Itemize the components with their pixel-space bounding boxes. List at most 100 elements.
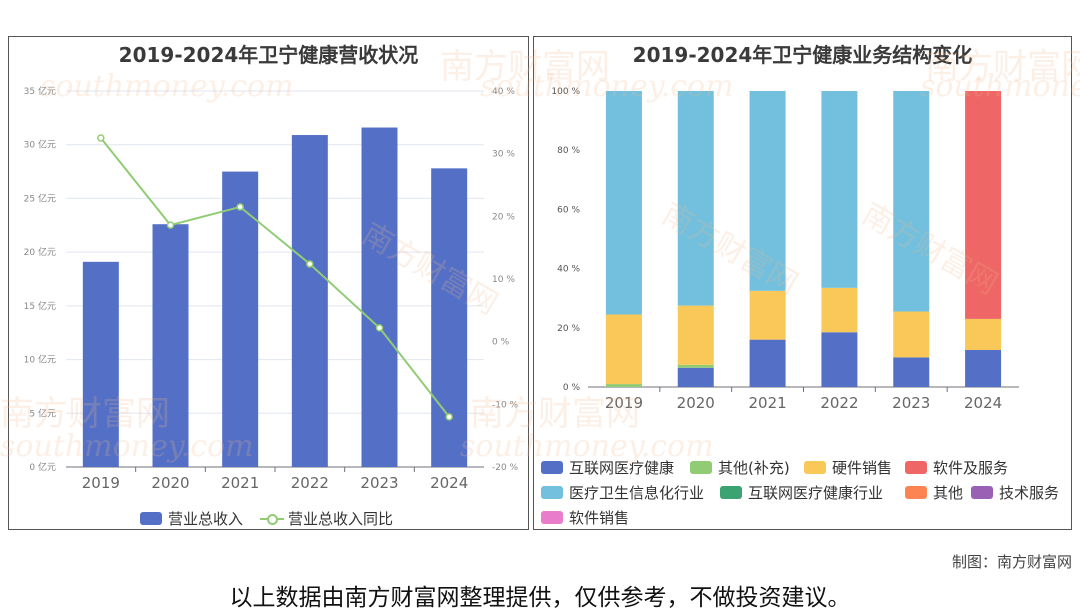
revenue-bar: [82, 261, 119, 467]
revenue-bar: [291, 135, 328, 467]
revenue-legend: 营业总收入 营业总收入同比: [9, 508, 530, 528]
y-axis-tick-label: 20 %: [557, 324, 580, 334]
right-axis-tick-label: -20 %: [492, 463, 519, 473]
legend-swatch-hardware-sales: [804, 461, 826, 474]
revenue-chart-panel: 2019-2024年卫宁健康营收状况 0 亿元 5 亿元 10 亿元 15 亿元 20 …: [8, 36, 529, 530]
stacked-bar-segment: [893, 357, 930, 387]
stacked-bar-segment: [749, 339, 786, 387]
legend-label-hardware-sales: 硬件销售: [832, 459, 893, 477]
right-axis-tick-label: 40 %: [492, 87, 515, 97]
legend-swatch-tech-services: [971, 486, 993, 499]
legend-swatch-internet-health: [541, 461, 563, 474]
structure-chart-panel: 2019-2024年卫宁健康业务结构变化 0 % 20 % 40 % 60 % 80 %…: [533, 36, 1072, 530]
left-axis-tick-label: 15 亿元: [24, 300, 56, 312]
x-axis-tick-label: 2021: [221, 474, 259, 492]
x-axis-tick-label: 2019: [82, 474, 120, 492]
legend-swatch-other-supplement: [690, 461, 712, 474]
legend-item-other[interactable]: 其他: [905, 482, 963, 503]
legend-item-software-services[interactable]: 软件及服务: [905, 457, 1008, 478]
x-axis-tick-label: 2020: [151, 474, 189, 492]
revenue-chart-title: 2019-2024年卫宁健康营收状况: [118, 43, 419, 67]
disclaimer: 以上数据由南方财富网整理提供，仅供参考，不做投资建议。: [229, 585, 851, 611]
structure-legend: 互联网医疗健康 其他(补充) 硬件销售 软件及服务 医疗卫生信息化行业 互联网医…: [534, 457, 1073, 531]
revenue-bar: [431, 168, 468, 467]
x-axis-tick-label: 2022: [820, 394, 858, 412]
legend-label-software-services: 软件及服务: [933, 459, 1009, 477]
revenue-chart: 0 亿元 5 亿元 10 亿元 15 亿元 20 亿元 25 亿元 30 亿元 35 亿元 -2…: [24, 85, 519, 492]
x-axis-tick-label: 2024: [964, 394, 1002, 412]
yoy-point: [97, 134, 105, 142]
legend-label-revenue: 营业总收入: [168, 510, 244, 528]
left-axis-tick-label: 30 亿元: [24, 139, 56, 151]
revenue-bar: [361, 127, 398, 468]
stacked-bar-segment: [749, 290, 786, 340]
x-axis-tick-label: 2024: [430, 474, 468, 492]
legend-label-software-sales: 软件销售: [569, 509, 630, 527]
legend-swatch-other: [905, 486, 927, 499]
legend-label-other: 其他: [933, 484, 964, 502]
y-axis-tick-label: 80 %: [557, 146, 580, 156]
chart-credit: 制图：南方财富网: [951, 553, 1072, 571]
yoy-point: [445, 413, 453, 421]
left-axis-tick-label: 0 亿元: [29, 461, 56, 473]
revenue-bar: [222, 171, 259, 468]
stacked-bar-segment: [605, 91, 642, 315]
x-axis-tick-label: 2021: [748, 394, 786, 412]
x-axis-tick-label: 2020: [677, 394, 715, 412]
legend-item-medical-it[interactable]: 医疗卫生信息化行业: [541, 482, 704, 503]
right-axis-tick-label: 30 %: [492, 150, 515, 160]
legend-item-other-supplement[interactable]: 其他(补充): [690, 457, 790, 478]
stacked-bar-segment: [677, 91, 714, 306]
legend-item-tech-services[interactable]: 技术服务: [971, 482, 1059, 503]
y-axis-tick-label: 100 %: [551, 87, 580, 97]
legend-swatch-software-services: [905, 461, 927, 474]
yoy-point: [166, 221, 175, 229]
right-axis-tick-label: 20 %: [492, 212, 515, 222]
stacked-bar-segment: [965, 91, 1002, 319]
stacked-bar-segment: [821, 332, 858, 387]
yoy-point: [236, 203, 244, 211]
legend-item-internet-health[interactable]: 互联网医疗健康: [541, 457, 674, 478]
legend-label-medical-it: 医疗卫生信息化行业: [569, 484, 705, 502]
left-axis-tick-label: 20 亿元: [24, 246, 56, 258]
y-axis-tick-label: 40 %: [557, 265, 580, 275]
stacked-bar-segment: [893, 311, 930, 358]
x-axis-tick-label: 2023: [360, 474, 398, 492]
legend-swatch-revenue-yoy: [260, 512, 284, 526]
y-axis-tick-label: 0 %: [563, 383, 581, 393]
left-axis-tick-label: 10 亿元: [24, 354, 56, 366]
left-axis-tick-label: 5 亿元: [29, 407, 56, 419]
legend-label-internet-health-industry: 互联网医疗健康行业: [748, 484, 884, 502]
x-axis-tick-label: 2019: [605, 394, 643, 412]
yoy-point: [375, 324, 384, 332]
legend-label-other-supplement: 其他(补充): [718, 459, 790, 477]
yoy-line: [100, 137, 450, 418]
legend-item-revenue-yoy[interactable]: 营业总收入同比: [260, 508, 393, 529]
stacked-bar-segment: [677, 364, 714, 368]
stacked-bar-segment: [605, 384, 642, 387]
left-axis-tick-label: 35 亿元: [24, 85, 56, 97]
structure-chart: 0 % 20 % 40 % 60 % 80 % 100 % 2019 2020 2021 2022…: [551, 87, 1019, 412]
left-axis-tick-label: 25 亿元: [24, 192, 56, 204]
stacked-bar-segment: [821, 287, 858, 333]
legend-item-revenue[interactable]: 营业总收入: [140, 508, 243, 529]
structure-chart-title: 2019-2024年卫宁健康业务结构变化: [632, 43, 973, 67]
stacked-bar-segment: [749, 91, 786, 291]
legend-item-software-sales[interactable]: 软件销售: [541, 507, 629, 528]
right-axis-tick-label: 0 %: [492, 338, 510, 348]
stacked-bar-segment: [821, 91, 858, 288]
legend-label-internet-health: 互联网医疗健康: [569, 459, 675, 477]
stacked-bar-segment: [677, 305, 714, 365]
legend-swatch-medical-it: [541, 486, 563, 499]
stacked-bar-segment: [893, 91, 930, 312]
legend-swatch-revenue: [140, 512, 162, 525]
revenue-bar: [152, 224, 189, 467]
x-axis-tick-label: 2023: [892, 394, 930, 412]
x-axis-tick-label: 2022: [291, 474, 329, 492]
legend-label-revenue-yoy: 营业总收入同比: [288, 510, 394, 528]
legend-item-internet-health-industry[interactable]: 互联网医疗健康行业: [720, 482, 883, 503]
y-axis-tick-label: 60 %: [557, 205, 580, 215]
legend-item-hardware-sales[interactable]: 硬件销售: [804, 457, 892, 478]
right-axis-tick-label: 10 %: [492, 275, 515, 285]
stacked-bar-segment: [677, 367, 714, 387]
